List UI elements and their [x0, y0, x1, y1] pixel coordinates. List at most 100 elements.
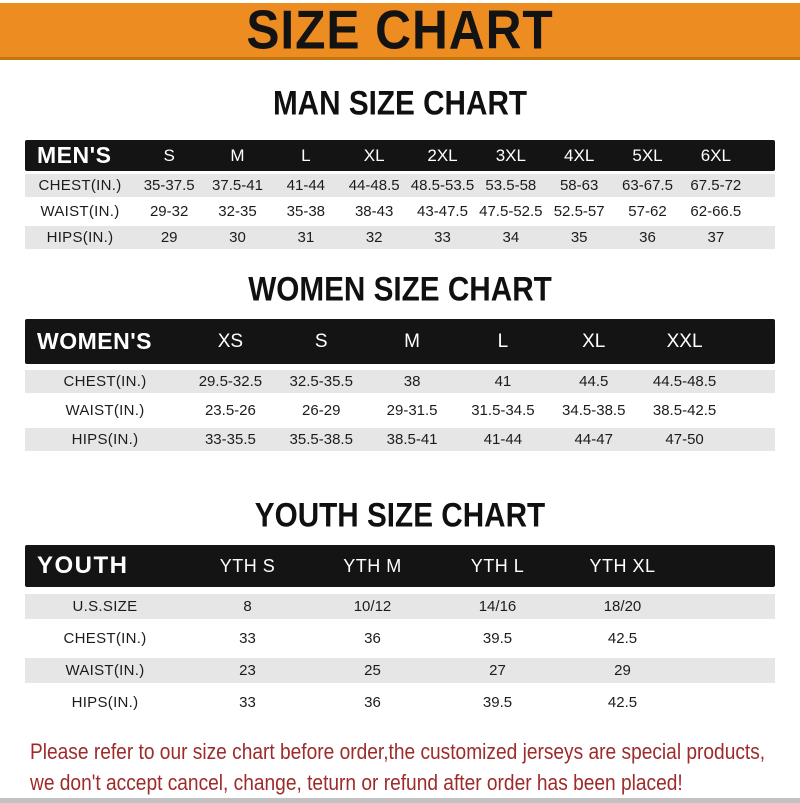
cell: 8	[243, 598, 252, 615]
cell: 35-38	[286, 203, 326, 220]
size-column-header: M	[404, 330, 420, 352]
size-column-header: L	[497, 330, 509, 352]
cell: 32-35	[218, 203, 257, 220]
men-size-table: MEN'S S M L XL 2XL 3XL 4XL 5XL 6XL CHEST…	[25, 140, 775, 249]
size-column-header: XL	[363, 145, 385, 165]
row-label: WAIST(IN.)	[65, 402, 145, 419]
cell: 38.5-41	[386, 431, 438, 448]
cell: 29-31.5	[386, 402, 438, 419]
men-section-heading: MAN SIZE CHART	[272, 83, 528, 122]
cell: 14/16	[478, 598, 517, 615]
disclaimer: Please refer to our size chart before or…	[0, 736, 800, 798]
cell: 32.5-35.5	[289, 373, 353, 390]
cell: 10/12	[353, 598, 392, 615]
cell: 67.5-72	[690, 177, 742, 194]
women-size-table: WOMEN'S XS S M L XL XXL CHEST(IN.) 29.5-…	[25, 319, 775, 451]
cell: 29.5-32.5	[198, 373, 263, 390]
cell: 34.5-38.5	[562, 402, 626, 419]
youth-chest-row: CHEST(IN.) 33 36 39.5 42.5	[25, 626, 775, 651]
row-label: HIPS(IN.)	[71, 431, 139, 448]
cell: 44-47	[574, 431, 613, 448]
youth-hips-row: HIPS(IN.) 33 36 39.5 42.5	[25, 690, 775, 715]
row-label: HIPS(IN.)	[46, 229, 114, 246]
cell: 38	[403, 373, 421, 390]
men-table-header: MEN'S S M L XL 2XL 3XL 4XL 5XL 6XL	[25, 140, 775, 171]
size-column-header: 4XL	[564, 145, 595, 165]
cell: 48.5-53.5	[410, 177, 475, 194]
cell: 35-37.5	[143, 177, 195, 194]
cell: 36	[639, 229, 656, 246]
women-hips-row: HIPS(IN.) 33-35.5 35.5-38.5 38.5-41 41-4…	[25, 428, 775, 451]
men-hips-row: HIPS(IN.) 29 30 31 32 33 34 35 36 37	[25, 226, 775, 249]
size-column-header: 5XL	[632, 145, 663, 165]
disclaimer-line-1: Please refer to our size chart before or…	[30, 739, 766, 764]
cell: 44-48.5	[348, 177, 400, 194]
cell: 41-44	[286, 177, 326, 194]
cell: 35.5-38.5	[289, 431, 353, 448]
size-column-header: XL	[582, 330, 606, 352]
size-column-header: 3XL	[495, 145, 526, 165]
cell: 23.5-26	[204, 402, 256, 419]
cell: 38-43	[354, 203, 394, 220]
women-section-heading: WOMEN SIZE CHART	[248, 269, 552, 308]
cell: 39.5	[482, 630, 513, 647]
youth-waist-row: WAIST(IN.) 23 25 27 29	[25, 658, 775, 683]
cell: 26-29	[302, 402, 341, 419]
women-chest-row: CHEST(IN.) 29.5-32.5 32.5-35.5 38 41 44.…	[25, 370, 775, 393]
cell: 41	[494, 373, 512, 390]
cell: 33	[434, 229, 451, 246]
cell: 53.5-58	[485, 177, 537, 194]
cell: 44.5	[579, 373, 609, 390]
row-label: CHEST(IN.)	[63, 373, 147, 390]
size-column-header: YTH M	[343, 555, 402, 576]
youth-ussize-row: U.S.SIZE 8 10/12 14/16 18/20	[25, 594, 775, 619]
size-column-header: L	[301, 145, 311, 165]
cell: 36	[364, 630, 381, 647]
cell: 47.5-52.5	[479, 203, 543, 220]
cell: 34	[502, 229, 520, 246]
cell: 31	[297, 229, 315, 246]
cell: 27	[489, 662, 506, 679]
cell: 39.5	[482, 694, 513, 711]
cell: 63-67.5	[622, 177, 673, 194]
size-column-header: XXL	[666, 330, 703, 352]
cell: 18/20	[603, 598, 642, 615]
cell: 30	[229, 229, 246, 246]
women-waist-row: WAIST(IN.) 23.5-26 26-29 29-31.5 31.5-34…	[25, 399, 775, 422]
size-column-header: S	[314, 330, 328, 352]
cell: 29	[160, 229, 178, 246]
bottom-edge-strip	[0, 798, 800, 803]
size-chart-banner: SIZE CHART	[0, 0, 800, 61]
disclaimer-line-2: we don't accept cancel, change, teturn o…	[30, 770, 683, 795]
cell: 62-66.5	[690, 203, 742, 220]
cell: 31.5-34.5	[471, 402, 535, 419]
row-label: U.S.SIZE	[72, 598, 138, 615]
size-column-header: 2XL	[427, 145, 458, 165]
row-label: CHEST(IN.)	[38, 177, 122, 194]
cell: 47-50	[665, 431, 704, 448]
cell: 41-44	[483, 431, 523, 448]
size-column-header: S	[163, 145, 175, 165]
cell: 35	[570, 229, 588, 246]
cell: 42.5	[607, 630, 638, 647]
banner-title: SIZE CHART	[246, 0, 554, 61]
row-label: CHEST(IN.)	[63, 630, 147, 647]
cell: 33	[239, 630, 256, 647]
cell: 52.5-57	[553, 203, 605, 220]
youth-size-table: YOUTH YTH S YTH M YTH L YTH XL U.S.SIZE …	[25, 545, 775, 715]
cell: 57-62	[628, 203, 667, 220]
cell: 38.5-42.5	[652, 402, 717, 419]
cell: 32	[365, 229, 383, 246]
cell: 29	[614, 662, 631, 679]
cell: 25	[364, 662, 381, 679]
cell: 29-32	[149, 203, 189, 220]
cell: 44.5-48.5	[652, 373, 717, 390]
size-column-header: YTH XL	[589, 555, 656, 576]
row-label: HIPS(IN.)	[71, 694, 139, 711]
youth-table-header: YOUTH YTH S YTH M YTH L YTH XL	[25, 545, 775, 587]
cell: 33-35.5	[204, 431, 256, 448]
cell: 43-47.5	[417, 203, 468, 220]
cell: 42.5	[607, 694, 638, 711]
men-waist-row: WAIST(IN.) 29-32 32-35 35-38 38-43 43-47…	[25, 200, 775, 223]
row-label: WAIST(IN.)	[40, 203, 120, 220]
